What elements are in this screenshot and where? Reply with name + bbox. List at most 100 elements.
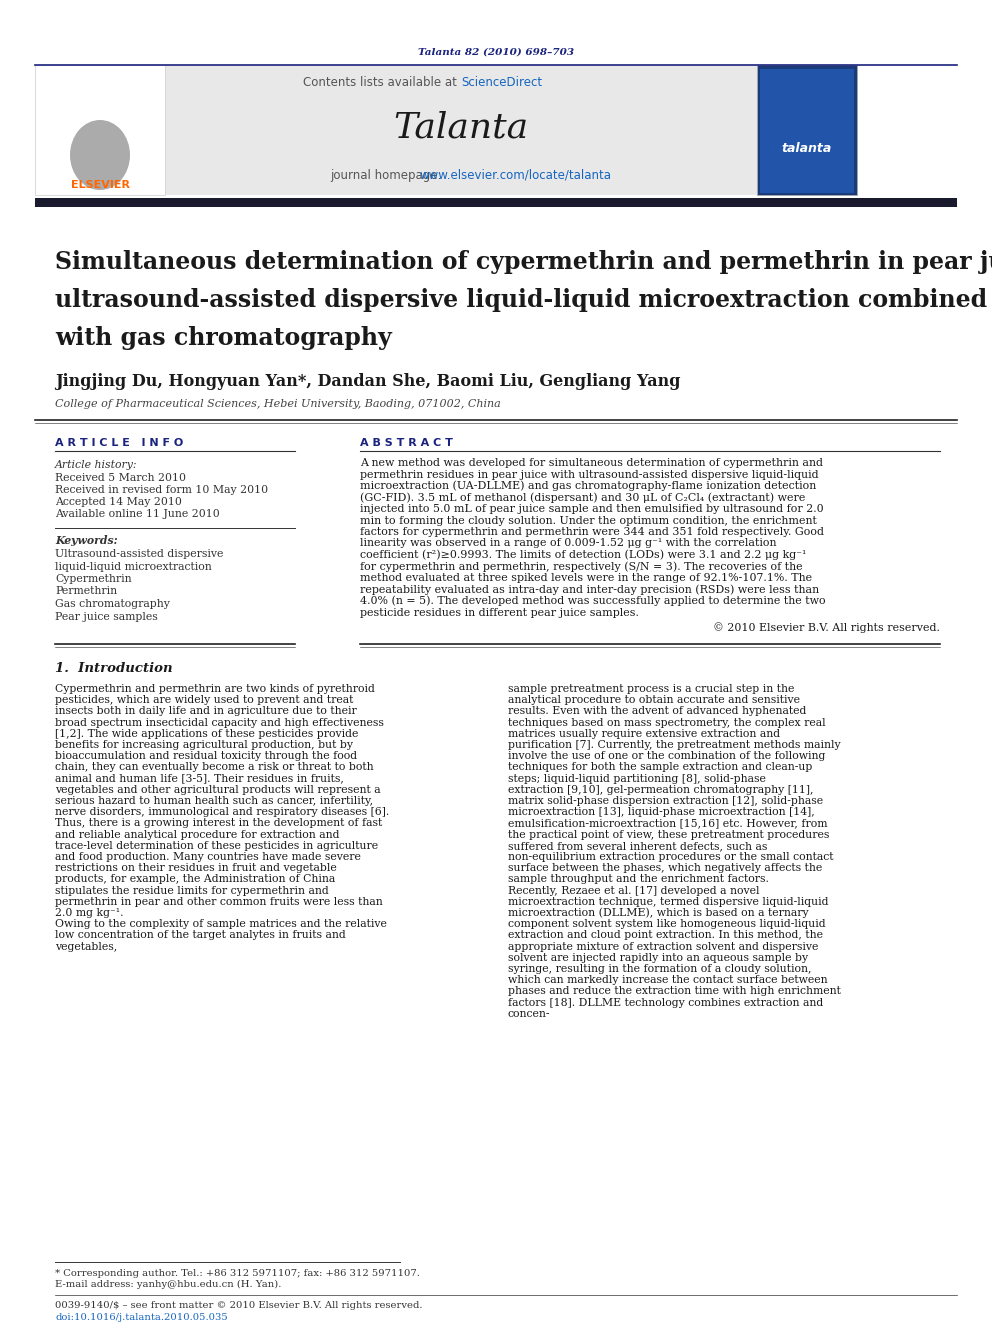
Text: ScienceDirect: ScienceDirect: [461, 77, 542, 90]
Text: restrictions on their residues in fruit and vegetable: restrictions on their residues in fruit …: [55, 863, 336, 873]
Text: injected into 5.0 mL of pear juice sample and then emulsified by ultrasound for : injected into 5.0 mL of pear juice sampl…: [360, 504, 823, 515]
Text: E-mail address: yanhy@hbu.edu.cn (H. Yan).: E-mail address: yanhy@hbu.edu.cn (H. Yan…: [55, 1279, 282, 1289]
Text: insects both in daily life and in agriculture due to their: insects both in daily life and in agricu…: [55, 706, 357, 716]
Text: talanta: talanta: [782, 142, 832, 155]
Text: doi:10.1016/j.talanta.2010.05.035: doi:10.1016/j.talanta.2010.05.035: [55, 1312, 228, 1322]
Text: trace-level determination of these pesticides in agriculture: trace-level determination of these pesti…: [55, 841, 378, 851]
Text: www.elsevier.com/locate/talanta: www.elsevier.com/locate/talanta: [420, 168, 612, 181]
Text: journal homepage:: journal homepage:: [330, 168, 445, 181]
Text: and reliable analytical procedure for extraction and: and reliable analytical procedure for ex…: [55, 830, 339, 840]
Text: analytical procedure to obtain accurate and sensitive: analytical procedure to obtain accurate …: [508, 695, 800, 705]
Text: pesticides, which are widely used to prevent and treat: pesticides, which are widely used to pre…: [55, 695, 353, 705]
Text: © 2010 Elsevier B.V. All rights reserved.: © 2010 Elsevier B.V. All rights reserved…: [713, 623, 940, 634]
Text: Cypermethrin: Cypermethrin: [55, 574, 132, 583]
Text: 1.  Introduction: 1. Introduction: [55, 663, 173, 676]
Text: Received in revised form 10 May 2010: Received in revised form 10 May 2010: [55, 486, 268, 495]
Text: pesticide residues in different pear juice samples.: pesticide residues in different pear jui…: [360, 607, 639, 618]
Text: results. Even with the advent of advanced hyphenated: results. Even with the advent of advance…: [508, 706, 806, 716]
Text: for cypermethrin and permethrin, respectively (S/N = 3). The recoveries of the: for cypermethrin and permethrin, respect…: [360, 561, 803, 572]
Text: animal and human life [3-5]. Their residues in fruits,: animal and human life [3-5]. Their resid…: [55, 774, 344, 783]
Text: microextraction [13], liquid-phase microextraction [14],: microextraction [13], liquid-phase micro…: [508, 807, 814, 818]
Text: surface between the phases, which negatively affects the: surface between the phases, which negati…: [508, 863, 822, 873]
Text: nerve disorders, immunological and respiratory diseases [6].: nerve disorders, immunological and respi…: [55, 807, 389, 818]
Text: non-equilibrium extraction procedures or the small contact: non-equilibrium extraction procedures or…: [508, 852, 833, 863]
Bar: [35, 65, 165, 194]
Text: syringe, resulting in the formation of a cloudy solution,: syringe, resulting in the formation of a…: [508, 964, 811, 974]
Text: A new method was developed for simultaneous determination of cypermethrin and: A new method was developed for simultane…: [360, 458, 823, 468]
Text: Jingjing Du, Hongyuan Yan*, Dandan She, Baomi Liu, Gengliang Yang: Jingjing Du, Hongyuan Yan*, Dandan She, …: [55, 373, 681, 390]
Text: liquid-liquid microextraction: liquid-liquid microextraction: [55, 561, 211, 572]
Text: repeatability evaluated as intra-day and inter-day precision (RSDs) were less th: repeatability evaluated as intra-day and…: [360, 585, 819, 595]
Text: A R T I C L E   I N F O: A R T I C L E I N F O: [55, 438, 184, 448]
Text: 4.0% (n = 5). The developed method was successfully applied to determine the two: 4.0% (n = 5). The developed method was s…: [360, 595, 825, 606]
Text: products, for example, the Administration of China: products, for example, the Administratio…: [55, 875, 335, 884]
Text: matrices usually require extensive extraction and: matrices usually require extensive extra…: [508, 729, 780, 738]
Text: Available online 11 June 2010: Available online 11 June 2010: [55, 509, 220, 519]
Text: sample pretreatment process is a crucial step in the: sample pretreatment process is a crucial…: [508, 684, 795, 695]
Text: vegetables and other agricultural products will represent a: vegetables and other agricultural produc…: [55, 785, 381, 795]
Text: Pear juice samples: Pear juice samples: [55, 611, 158, 622]
Text: techniques based on mass spectrometry, the complex real: techniques based on mass spectrometry, t…: [508, 717, 825, 728]
Text: Contents lists available at: Contents lists available at: [304, 77, 461, 90]
Text: coefficient (r²)≥0.9993. The limits of detection (LODs) were 3.1 and 2.2 μg kg⁻¹: coefficient (r²)≥0.9993. The limits of d…: [360, 550, 806, 560]
Bar: [165, 65, 757, 194]
Text: linearity was observed in a range of 0.009-1.52 μg g⁻¹ with the correlation: linearity was observed in a range of 0.0…: [360, 538, 777, 549]
Text: serious hazard to human health such as cancer, infertility,: serious hazard to human health such as c…: [55, 796, 373, 806]
Text: College of Pharmaceutical Sciences, Hebei University, Baoding, 071002, China: College of Pharmaceutical Sciences, Hebe…: [55, 400, 501, 409]
Text: Accepted 14 May 2010: Accepted 14 May 2010: [55, 497, 182, 507]
Text: concen-: concen-: [508, 1009, 551, 1019]
Text: stipulates the residue limits for cypermethrin and: stipulates the residue limits for cyperm…: [55, 885, 328, 896]
Text: method evaluated at three spiked levels were in the range of 92.1%-107.1%. The: method evaluated at three spiked levels …: [360, 573, 812, 583]
Text: and food production. Many countries have made severe: and food production. Many countries have…: [55, 852, 361, 863]
Bar: [760, 69, 854, 193]
Text: microextraction technique, termed dispersive liquid-liquid: microextraction technique, termed disper…: [508, 897, 828, 906]
Text: with gas chromatography: with gas chromatography: [55, 325, 392, 351]
Text: permethrin in pear and other common fruits were less than: permethrin in pear and other common frui…: [55, 897, 383, 906]
Text: factors [18]. DLLME technology combines extraction and: factors [18]. DLLME technology combines …: [508, 998, 823, 1008]
Text: purification [7]. Currently, the pretreatment methods mainly: purification [7]. Currently, the pretrea…: [508, 740, 840, 750]
Text: low concentration of the target analytes in fruits and: low concentration of the target analytes…: [55, 930, 346, 941]
Text: * Corresponding author. Tel.: +86 312 5971107; fax: +86 312 5971107.: * Corresponding author. Tel.: +86 312 59…: [55, 1269, 420, 1278]
Text: benefits for increasing agricultural production, but by: benefits for increasing agricultural pro…: [55, 740, 353, 750]
Text: Recently, Rezaee et al. [17] developed a novel: Recently, Rezaee et al. [17] developed a…: [508, 885, 760, 896]
Text: 2.0 mg kg⁻¹.: 2.0 mg kg⁻¹.: [55, 908, 123, 918]
Text: the practical point of view, these pretreatment procedures: the practical point of view, these pretr…: [508, 830, 829, 840]
Text: Talanta 82 (2010) 698–703: Talanta 82 (2010) 698–703: [418, 48, 574, 57]
Text: ELSEVIER: ELSEVIER: [70, 180, 130, 191]
Text: ultrasound-assisted dispersive liquid-liquid microextraction combined: ultrasound-assisted dispersive liquid-li…: [55, 288, 987, 312]
Ellipse shape: [70, 120, 130, 191]
Text: Received 5 March 2010: Received 5 March 2010: [55, 474, 186, 483]
Text: Ultrasound-assisted dispersive: Ultrasound-assisted dispersive: [55, 549, 223, 560]
Text: which can markedly increase the contact surface between: which can markedly increase the contact …: [508, 975, 827, 986]
Text: solvent are injected rapidly into an aqueous sample by: solvent are injected rapidly into an aqu…: [508, 953, 808, 963]
Text: matrix solid-phase dispersion extraction [12], solid-phase: matrix solid-phase dispersion extraction…: [508, 796, 823, 806]
Text: permethrin residues in pear juice with ultrasound-assisted dispersive liquid-liq: permethrin residues in pear juice with u…: [360, 470, 818, 479]
Text: bioaccumulation and residual toxicity through the food: bioaccumulation and residual toxicity th…: [55, 751, 357, 761]
Text: Talanta: Talanta: [394, 111, 529, 146]
Text: Article history:: Article history:: [55, 460, 138, 470]
Text: Simultaneous determination of cypermethrin and permethrin in pear juice by: Simultaneous determination of cypermethr…: [55, 250, 992, 274]
Text: min to forming the cloudy solution. Under the optimum condition, the enrichment: min to forming the cloudy solution. Unde…: [360, 516, 816, 525]
Text: Gas chromatography: Gas chromatography: [55, 599, 170, 609]
Text: microextraction (UA-DLLME) and gas chromatography-flame ionization detection: microextraction (UA-DLLME) and gas chrom…: [360, 480, 816, 491]
Text: vegetables,: vegetables,: [55, 942, 117, 951]
Bar: [35, 198, 957, 206]
Text: component solvent system like homogeneous liquid-liquid: component solvent system like homogeneou…: [508, 919, 825, 929]
Text: broad spectrum insecticidal capacity and high effectiveness: broad spectrum insecticidal capacity and…: [55, 717, 384, 728]
Text: chain, they can eventually become a risk or threat to both: chain, they can eventually become a risk…: [55, 762, 374, 773]
Text: appropriate mixture of extraction solvent and dispersive: appropriate mixture of extraction solven…: [508, 942, 818, 951]
Text: extraction [9,10], gel-permeation chromatography [11],: extraction [9,10], gel-permeation chroma…: [508, 785, 813, 795]
Text: Thus, there is a growing interest in the development of fast: Thus, there is a growing interest in the…: [55, 819, 382, 828]
Text: [1,2]. The wide applications of these pesticides provide: [1,2]. The wide applications of these pe…: [55, 729, 358, 738]
Text: sample throughput and the enrichment factors.: sample throughput and the enrichment fac…: [508, 875, 769, 884]
Text: phases and reduce the extraction time with high enrichment: phases and reduce the extraction time wi…: [508, 987, 841, 996]
Text: emulsification-microextraction [15,16] etc. However, from: emulsification-microextraction [15,16] e…: [508, 819, 827, 828]
Text: steps; liquid-liquid partitioning [8], solid-phase: steps; liquid-liquid partitioning [8], s…: [508, 774, 766, 783]
Text: Keywords:: Keywords:: [55, 536, 118, 546]
Text: involve the use of one or the combination of the following: involve the use of one or the combinatio…: [508, 751, 825, 761]
Text: (GC-FID). 3.5 mL of methanol (dispersant) and 30 μL of C₂Cl₄ (extractant) were: (GC-FID). 3.5 mL of methanol (dispersant…: [360, 492, 806, 503]
Text: microextraction (DLLME), which is based on a ternary: microextraction (DLLME), which is based …: [508, 908, 808, 918]
Text: Cypermethrin and permethrin are two kinds of pyrethroid: Cypermethrin and permethrin are two kind…: [55, 684, 375, 695]
Text: extraction and cloud point extraction. In this method, the: extraction and cloud point extraction. I…: [508, 930, 823, 941]
Text: Permethrin: Permethrin: [55, 586, 117, 597]
